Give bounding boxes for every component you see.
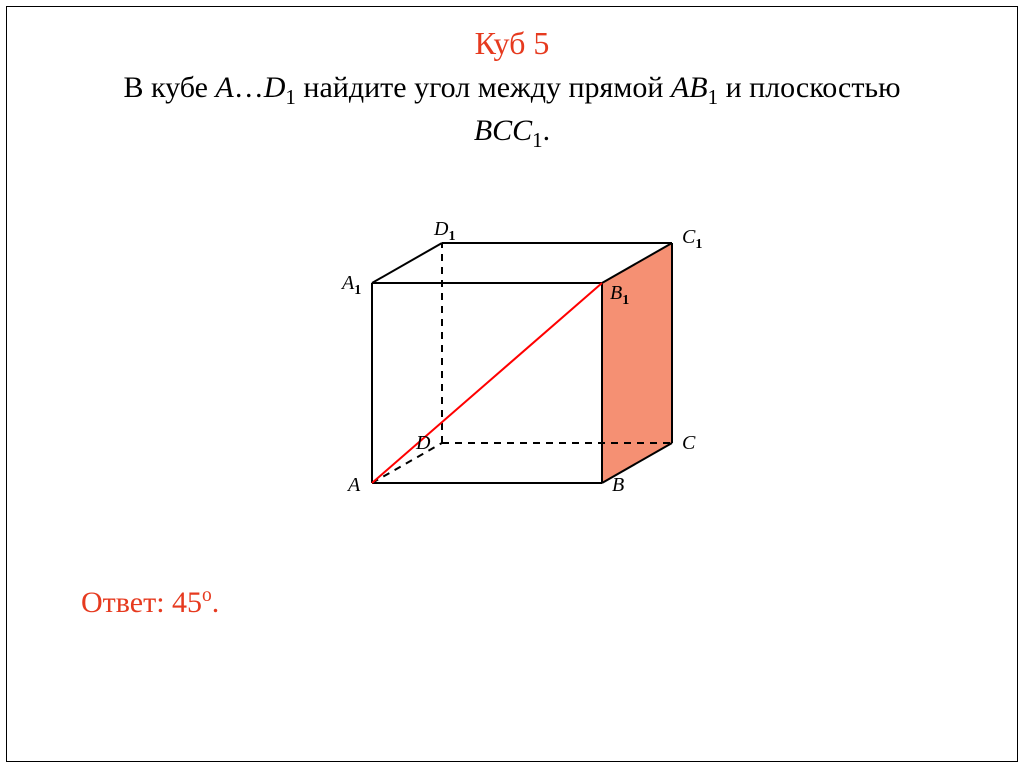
svg-text:D1: D1	[433, 218, 455, 244]
svg-text:B: B	[612, 474, 624, 496]
problem-text: В кубе A…D1 найдите угол между прямой AB…	[87, 68, 937, 155]
cube-diagram: ABCDA1B1C1D1	[302, 183, 722, 543]
svg-text:C1: C1	[682, 226, 702, 252]
svg-text:A1: A1	[340, 272, 361, 298]
svg-text:D: D	[415, 432, 431, 454]
svg-text:A: A	[346, 474, 361, 496]
answer-text: Ответ: 45o.	[81, 585, 219, 620]
svg-text:C: C	[682, 432, 696, 454]
diagram-container: ABCDA1B1C1D1	[7, 183, 1017, 548]
page-title: Куб 5	[7, 25, 1017, 62]
